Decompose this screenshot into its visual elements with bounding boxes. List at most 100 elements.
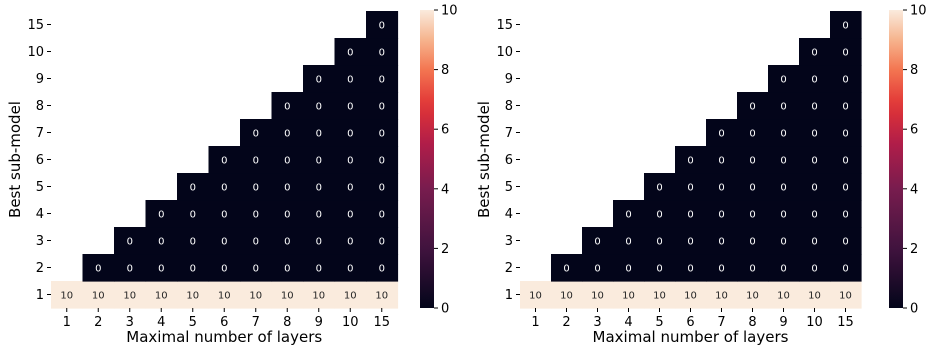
- cell-value-label: 10: [375, 291, 388, 302]
- heatmap-cell: [334, 173, 367, 201]
- cell-value-label: 0: [347, 48, 353, 59]
- heatmap-cell: [303, 200, 336, 228]
- heatmap-cell: [240, 281, 273, 309]
- heatmap-cell: [830, 38, 862, 66]
- cell-value-label: 0: [718, 210, 724, 221]
- heatmap-cell: [303, 281, 336, 309]
- y-tick-label: 3: [36, 234, 44, 249]
- heatmap-cell: [271, 119, 304, 147]
- heatmap-cell: [830, 281, 862, 309]
- cell-value-label: 0: [842, 156, 848, 167]
- heatmap-cell: [271, 200, 304, 228]
- cell-value-label: 0: [687, 156, 693, 167]
- cell-value-label: 0: [284, 237, 290, 248]
- heatmap-cell: [830, 173, 862, 201]
- cell-value-label: 0: [284, 183, 290, 194]
- heatmap-cell: [303, 92, 336, 120]
- cell-value-label: 0: [221, 156, 227, 167]
- cell-value-label: 0: [811, 210, 817, 221]
- cell-value-label: 10: [60, 291, 73, 302]
- heatmap-cell: [799, 254, 831, 282]
- cell-value-label: 10: [218, 291, 231, 302]
- cell-value-label: 0: [284, 210, 290, 221]
- cell-value-label: 0: [811, 129, 817, 140]
- colorbar-tick-label: 2: [910, 242, 918, 257]
- cell-value-label: 10: [344, 291, 357, 302]
- cell-value-label: 0: [316, 237, 322, 248]
- x-tick-label: 15: [837, 315, 854, 330]
- cell-value-label: 0: [656, 237, 662, 248]
- heatmap-cell: [706, 173, 738, 201]
- heatmap-cell: [706, 146, 738, 174]
- heatmap-cell: [520, 281, 552, 309]
- y-tick-label: 9: [505, 72, 513, 87]
- cell-value-label: 0: [347, 156, 353, 167]
- cell-value-label: 0: [158, 264, 164, 275]
- x-tick-label: 5: [189, 315, 197, 330]
- cell-value-label: 0: [379, 21, 385, 32]
- x-tick-label: 15: [373, 315, 390, 330]
- cell-value-label: 10: [839, 291, 852, 302]
- cell-value-label: 0: [316, 264, 322, 275]
- cell-value-label: 0: [158, 210, 164, 221]
- cell-value-label: 0: [127, 237, 133, 248]
- heatmap-cell: [366, 65, 399, 93]
- cell-value-label: 0: [749, 102, 755, 113]
- heatmap-cell: [768, 119, 800, 147]
- y-tick-label: 6: [36, 153, 44, 168]
- heatmap-cell: [675, 146, 707, 174]
- heatmap-cell: [582, 281, 614, 309]
- cell-value-label: 0: [347, 264, 353, 275]
- heatmap-cell: [334, 92, 367, 120]
- cell-value-label: 0: [718, 183, 724, 194]
- heatmap-cell: [644, 173, 676, 201]
- x-tick-label: 4: [624, 315, 632, 330]
- x-tick-label: 10: [342, 315, 359, 330]
- heatmap-cell: [613, 281, 645, 309]
- cell-value-label: 0: [379, 156, 385, 167]
- x-tick-label: 3: [126, 315, 134, 330]
- heatmap-cell: [82, 281, 115, 309]
- y-axis-label: Best sub-model: [475, 101, 493, 218]
- heatmap-cell: [706, 119, 738, 147]
- heatmap-cell: [768, 65, 800, 93]
- colorbar-tick-label: 0: [910, 302, 918, 317]
- cell-value-label: 10: [653, 291, 666, 302]
- x-axis-label: Maximal number of layers: [126, 328, 322, 346]
- heatmap-cell: [208, 254, 241, 282]
- x-tick-label: 10: [806, 315, 823, 330]
- cell-value-label: 0: [687, 237, 693, 248]
- cell-value-label: 0: [253, 183, 259, 194]
- cell-value-label: 0: [316, 183, 322, 194]
- heatmap-cell: [334, 200, 367, 228]
- heatmap-cell: [799, 173, 831, 201]
- x-tick-label: 8: [283, 315, 291, 330]
- heatmap-cell: [768, 92, 800, 120]
- heatmap-cell: [830, 92, 862, 120]
- heatmap-cell: [208, 227, 241, 255]
- heatmap-cell: [334, 65, 367, 93]
- heatmap-cell: [303, 146, 336, 174]
- cell-value-label: 0: [811, 75, 817, 86]
- cell-value-label: 0: [190, 237, 196, 248]
- heatmap-cell: [303, 119, 336, 147]
- cell-value-label: 0: [347, 210, 353, 221]
- heatmap-cell: [334, 119, 367, 147]
- cell-value-label: 0: [221, 210, 227, 221]
- cell-value-label: 0: [687, 264, 693, 275]
- x-tick-label: 1: [63, 315, 71, 330]
- cell-value-label: 0: [780, 183, 786, 194]
- heatmap-cell: [799, 227, 831, 255]
- heatmap-cell: [240, 119, 273, 147]
- heatmap-cell: [366, 254, 399, 282]
- cell-value-label: 0: [347, 183, 353, 194]
- cell-value-label: 0: [656, 264, 662, 275]
- x-tick-label: 2: [562, 315, 570, 330]
- heatmap-cell: [830, 11, 862, 39]
- heatmap-cell: [114, 281, 147, 309]
- cell-value-label: 0: [780, 264, 786, 275]
- x-tick-label: 8: [748, 315, 756, 330]
- cell-value-label: 0: [284, 129, 290, 140]
- heatmap-cell: [366, 227, 399, 255]
- heatmap-cell: [799, 119, 831, 147]
